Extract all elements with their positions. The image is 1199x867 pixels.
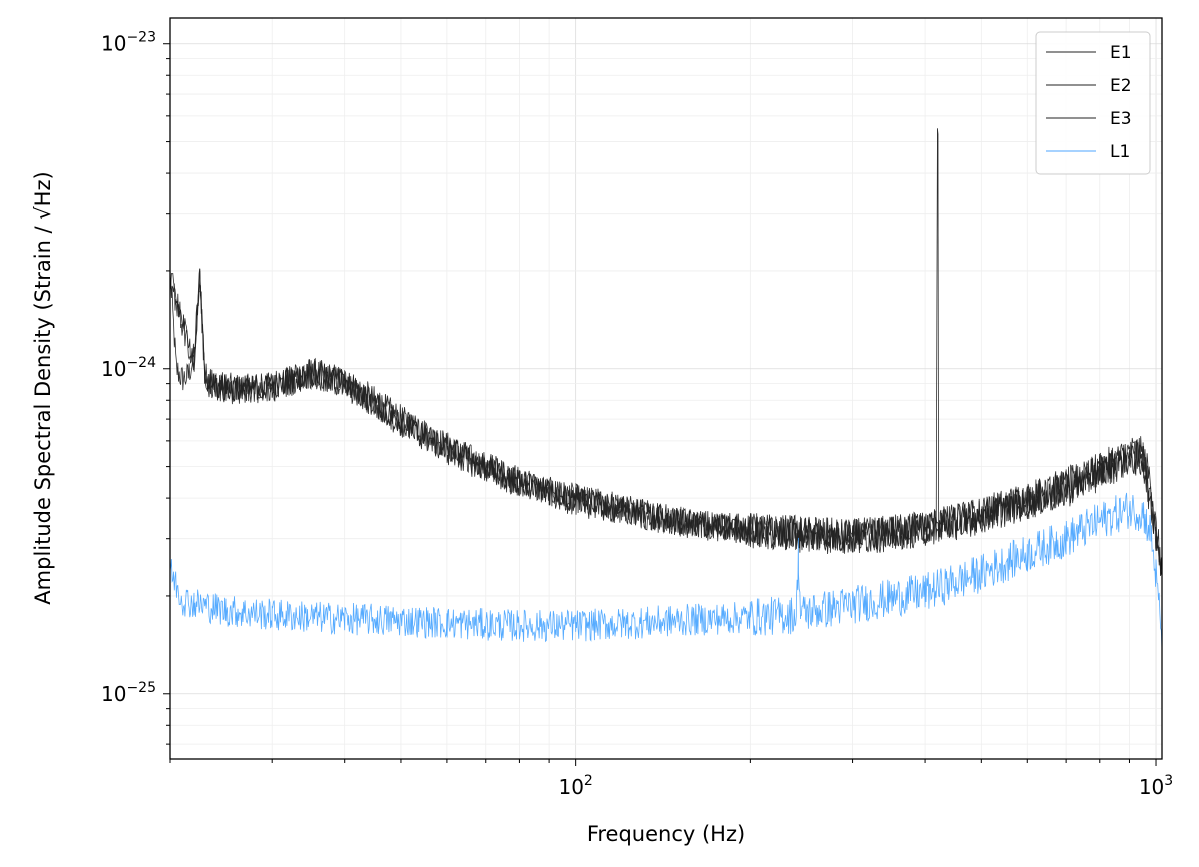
- legend-label-e3: E3: [1110, 109, 1132, 129]
- series-layer: [170, 128, 1162, 650]
- x-tick-label: 103: [1139, 773, 1173, 799]
- plot-frame: [169, 17, 1163, 760]
- x-tick-label: 102: [558, 773, 592, 799]
- legend-box: [1035, 31, 1151, 175]
- y-tick-label: 10−24: [101, 355, 156, 381]
- y-tick-label: 10−23: [101, 30, 156, 56]
- grid-lines: [169, 18, 1162, 759]
- y-tick-label: 10−25: [101, 680, 156, 706]
- legend-label-e2: E2: [1110, 76, 1132, 96]
- legend-label-l1: L1: [1110, 142, 1130, 162]
- legend: E1 E2 E3 L1: [1035, 31, 1151, 175]
- axis-ticks: 102 103 10−25 10−24 10−23: [101, 30, 1173, 799]
- series-line-e3: [170, 268, 1162, 576]
- x-axis-title: Frequency (Hz): [587, 822, 745, 846]
- series-line-l1: [170, 492, 1162, 650]
- legend-label-e1: E1: [1110, 43, 1132, 63]
- y-axis-title: Amplitude Spectral Density (Strain / √Hz…: [31, 171, 55, 604]
